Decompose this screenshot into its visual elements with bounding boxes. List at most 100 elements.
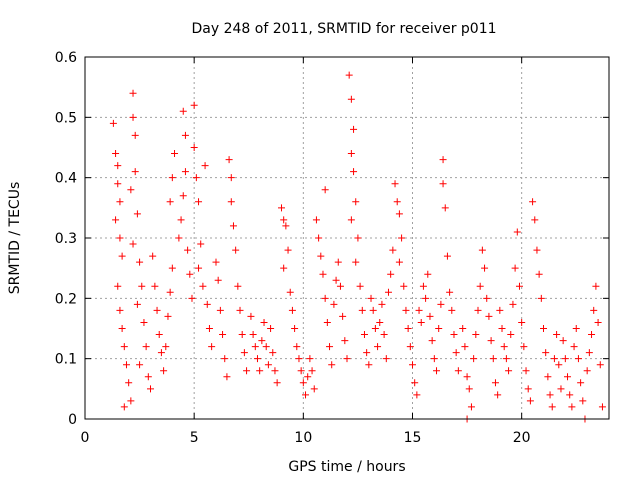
data-point [555, 361, 563, 369]
data-point [195, 198, 203, 206]
data-point [306, 355, 314, 363]
data-point [229, 222, 237, 230]
data-point [297, 367, 305, 375]
data-point [592, 282, 600, 290]
data-point [467, 403, 475, 411]
data-point [422, 294, 430, 302]
data-point [419, 282, 427, 290]
data-point [533, 246, 541, 254]
x-axis-label: GPS time / hours [288, 459, 405, 475]
data-point [273, 379, 281, 387]
data-point [367, 294, 375, 302]
data-point [487, 337, 495, 345]
data-point [192, 174, 200, 182]
y-tick-label: 0.3 [55, 231, 77, 247]
data-point [118, 325, 126, 332]
data-point [116, 306, 124, 314]
data-point [398, 234, 406, 242]
data-point [426, 312, 434, 320]
data-point [195, 264, 203, 272]
data-point [262, 343, 270, 351]
data-point [395, 258, 403, 266]
data-point [205, 325, 213, 332]
data-point [428, 337, 436, 345]
data-point [585, 349, 593, 357]
data-point [550, 355, 558, 363]
data-point [529, 198, 537, 206]
data-point [310, 385, 318, 393]
data-point [299, 379, 307, 387]
data-point [507, 331, 515, 339]
data-point [147, 385, 154, 393]
data-point [465, 385, 473, 393]
data-point [302, 391, 310, 399]
data-point [140, 318, 148, 326]
data-point [452, 349, 460, 357]
data-point [181, 131, 189, 139]
data-point [489, 355, 497, 363]
axis-ticks: 0 0.1 0.2 0.3 0.4 0.5 0.6 0 5 10 15 20 [55, 50, 609, 446]
data-point [470, 355, 478, 363]
data-point [371, 325, 379, 332]
data-point [144, 373, 152, 381]
grid-lines [85, 57, 609, 419]
data-point [223, 373, 231, 381]
data-point [160, 367, 168, 375]
data-point [201, 162, 209, 170]
data-point [153, 306, 161, 314]
data-point [526, 397, 534, 405]
data-point [483, 294, 491, 302]
data-point [112, 150, 120, 158]
data-point [395, 210, 403, 218]
data-point [505, 367, 513, 375]
data-point [542, 349, 550, 357]
data-point [118, 252, 126, 260]
data-point [332, 276, 340, 284]
data-point [384, 288, 392, 296]
data-point [323, 318, 331, 326]
data-point [227, 198, 235, 206]
data-point [553, 331, 561, 339]
data-point [380, 331, 388, 339]
data-point [317, 252, 325, 260]
data-point [474, 306, 482, 314]
data-point [249, 331, 257, 339]
data-point [531, 216, 539, 224]
data-point [459, 325, 467, 332]
data-point [133, 210, 141, 218]
data-point [387, 270, 395, 278]
data-point [312, 216, 320, 224]
data-point [326, 343, 334, 351]
data-point [513, 228, 521, 236]
data-point [588, 331, 596, 339]
data-point [524, 385, 532, 393]
y-axis-label: SRMTID / TECUs [7, 182, 23, 295]
data-point [570, 343, 578, 351]
data-point [443, 252, 451, 260]
data-point [267, 325, 275, 332]
x-tick-label: 5 [190, 430, 199, 446]
data-point [122, 361, 130, 369]
data-point [417, 318, 425, 326]
data-point [125, 379, 133, 387]
data-point [393, 198, 401, 206]
chart-title: Day 248 of 2011, SRMTID for receiver p01… [191, 21, 496, 37]
data-point [402, 306, 410, 314]
data-point [168, 264, 176, 272]
data-point [363, 349, 371, 357]
x-tick-label: 0 [81, 430, 90, 446]
data-point [129, 89, 137, 97]
data-point [225, 156, 233, 164]
data-point [116, 198, 124, 206]
data-point [181, 168, 189, 176]
data-point [518, 318, 526, 326]
data-point [162, 343, 170, 351]
data-point [129, 113, 137, 121]
data-point [411, 379, 419, 387]
data-point [430, 355, 438, 363]
data-point [598, 403, 606, 411]
data-point [131, 131, 139, 139]
data-point [315, 234, 323, 242]
data-point [463, 373, 471, 381]
